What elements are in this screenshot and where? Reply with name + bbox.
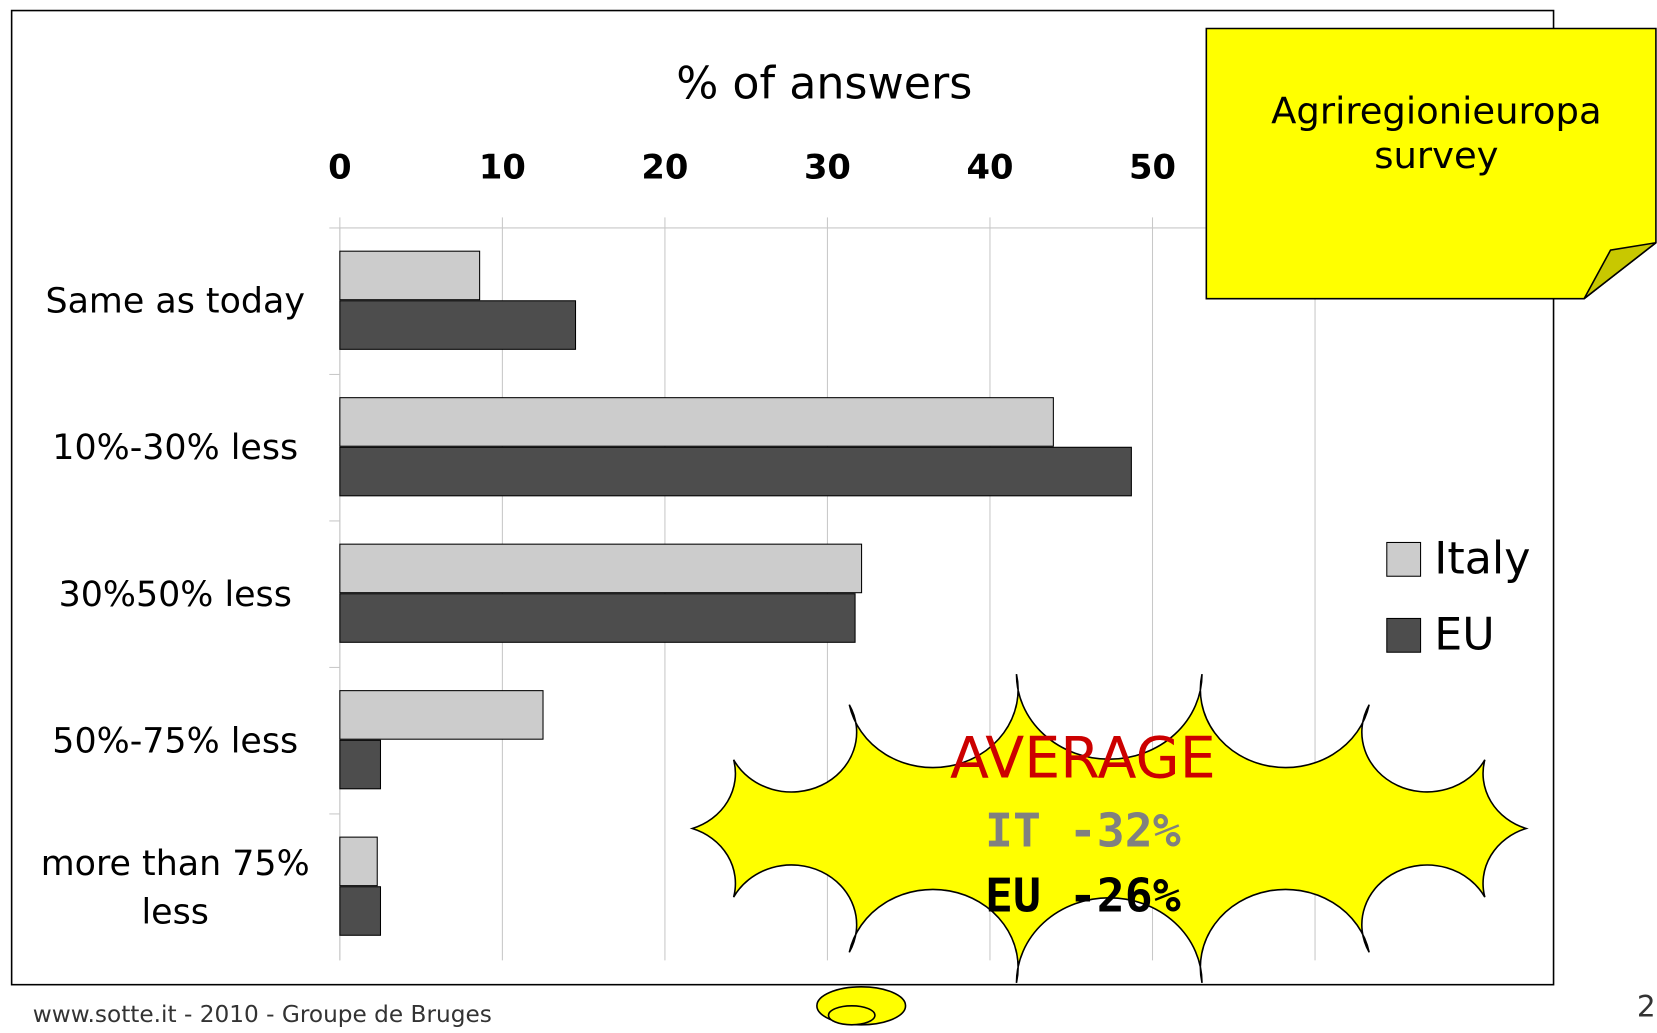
bar xyxy=(339,836,378,887)
x-tick-label: 10 xyxy=(479,147,526,186)
bar xyxy=(339,886,382,936)
cloud-puff xyxy=(827,1004,876,1026)
legend-label: Italy xyxy=(1434,533,1530,584)
cloud xyxy=(689,673,1529,1026)
legend-swatch xyxy=(1386,617,1422,653)
callout-wrap: Agriregionieuropa survey xyxy=(1271,90,1602,178)
x-tick-label: 20 xyxy=(641,147,688,186)
cloud-body xyxy=(689,673,1529,983)
category-wrap: Same as today xyxy=(45,280,305,322)
bar xyxy=(339,593,856,643)
footer: www.sotte.it - 2010 - Groupe de Bruges xyxy=(33,1001,492,1028)
legend-label: EU xyxy=(1434,609,1494,660)
cloud-it: IT -32% xyxy=(985,803,1181,857)
page-number: 2 xyxy=(1637,989,1656,1023)
x-tick-label: 0 xyxy=(328,147,352,186)
category-label: 50%-75% less xyxy=(52,719,299,761)
bar xyxy=(339,446,1132,497)
bar xyxy=(339,690,544,740)
cloud-eu: EU -26% xyxy=(985,869,1181,923)
callout-fold xyxy=(1583,241,1657,300)
bar xyxy=(339,739,382,790)
category-label: Same as today xyxy=(45,280,305,322)
category-label: 10%-30% less xyxy=(52,426,299,468)
bar xyxy=(339,543,863,594)
cloud-title: AVERAGE xyxy=(950,726,1216,792)
bar xyxy=(339,397,1054,447)
x-tick-label: 30 xyxy=(804,147,851,186)
axis-title: % of answers xyxy=(676,59,972,110)
category-wrap: 50%-75% less xyxy=(52,719,299,761)
category-wrap: more than 75% less xyxy=(40,841,310,932)
category-label: more than 75% less xyxy=(40,841,310,932)
callout-text: Agriregionieuropa survey xyxy=(1271,90,1602,178)
bar xyxy=(339,250,481,301)
category-label: 30%50% less xyxy=(58,573,292,615)
category-wrap: 10%-30% less xyxy=(52,426,299,468)
category-wrap: 30%50% less xyxy=(58,573,292,615)
x-tick-label: 50 xyxy=(1129,147,1176,186)
x-tick-label: 40 xyxy=(966,147,1013,186)
legend-swatch xyxy=(1386,541,1422,577)
bar xyxy=(339,300,577,350)
